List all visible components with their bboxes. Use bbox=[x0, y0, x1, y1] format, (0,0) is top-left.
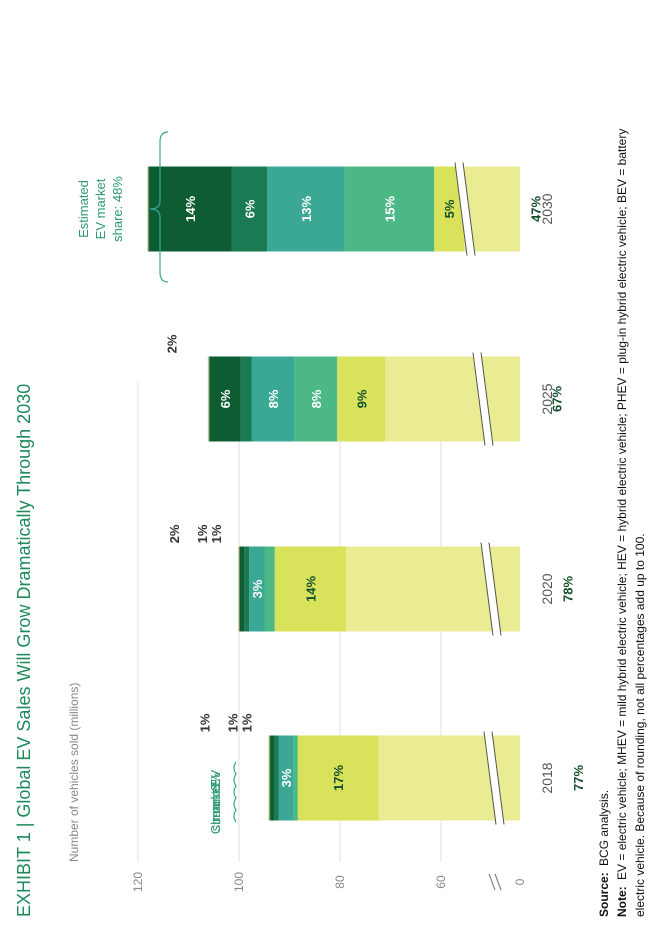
bar-break-line bbox=[454, 162, 468, 256]
segment-label-mhev-2030: 15% bbox=[382, 196, 397, 222]
bar-break-line bbox=[488, 542, 502, 636]
x-tick-label-2025: 2025 bbox=[539, 383, 555, 414]
y-tick-label: 100 bbox=[232, 872, 246, 892]
bar-segment-gasoline-2025 bbox=[385, 356, 520, 442]
bar-segment-gasoline-2020 bbox=[346, 546, 520, 632]
bar-segment-phev-2020 bbox=[244, 546, 250, 632]
bar-break-gap bbox=[481, 544, 501, 634]
segment-label-phev-2025: 2% bbox=[165, 334, 180, 353]
bar-segment-mhev-2018 bbox=[293, 735, 298, 821]
annotation-bracket-2030 bbox=[149, 131, 169, 283]
bar-segment-bev-2025 bbox=[208, 356, 241, 442]
bar-segment-diesel-2020 bbox=[274, 546, 347, 632]
axis-break-mark bbox=[488, 873, 496, 891]
segment-label-mhev-2018: 1% bbox=[197, 713, 212, 732]
segment-label-hev-2030: 13% bbox=[299, 196, 314, 222]
note-line-2: electric vehicle. Because of rounding, n… bbox=[633, 533, 647, 917]
segment-label-bev-2025: 6% bbox=[218, 389, 233, 408]
segment-label-bev-2020: 1% bbox=[209, 524, 224, 543]
bar-break-line bbox=[462, 162, 476, 256]
bar-segment-bev-2020 bbox=[239, 546, 245, 632]
segment-label-gasoline-2030: 47% bbox=[528, 196, 543, 222]
y-tick-label: 120 bbox=[131, 872, 145, 892]
annotation-text-2018-line-2: market bbox=[208, 782, 223, 822]
bar-segment-phev-2030 bbox=[231, 166, 268, 252]
bar-break-line bbox=[480, 542, 494, 636]
segment-label-bev-2018: 1% bbox=[239, 713, 254, 732]
bar-segment-phev-2025 bbox=[240, 356, 252, 442]
y-tick-label: 60 bbox=[434, 875, 448, 889]
bar-segment-hev-2030 bbox=[267, 166, 345, 252]
bar-segment-bev-2018 bbox=[269, 735, 275, 821]
bar-break-gap bbox=[484, 733, 504, 823]
y-tick-label: 0 bbox=[513, 878, 527, 885]
source-line: Source: BCG analysis. bbox=[597, 790, 611, 917]
bar-segment-mhev-2030 bbox=[344, 166, 435, 252]
segment-label-hev-2025: 8% bbox=[266, 389, 281, 408]
bar-break-line bbox=[472, 352, 486, 446]
segment-label-diesel-2025: 9% bbox=[354, 389, 369, 408]
segment-label-mhev-2020: 2% bbox=[167, 524, 182, 543]
exhibit-title: EXHIBIT 1 | Global EV Sales Will Grow Dr… bbox=[14, 384, 34, 917]
annotation-text-2030-line-3: share: 48% bbox=[110, 176, 125, 242]
note-text-1: EV = electric vehicle; MHEV = mild hybri… bbox=[615, 129, 629, 880]
segment-label-phev-2020: 1% bbox=[195, 524, 210, 543]
bar-segment-diesel-2018 bbox=[297, 735, 379, 821]
segment-label-phev-2018: 1% bbox=[225, 713, 240, 732]
annotation-text-2030-line-1: Estimated bbox=[76, 180, 91, 238]
y-axis-label: Number of vehicles sold (millions) bbox=[67, 683, 81, 862]
bar-break-gap bbox=[455, 164, 475, 254]
segment-label-hev-2018: 3% bbox=[279, 768, 294, 787]
bar-segment-hev-2025 bbox=[251, 356, 295, 442]
bar-segment-diesel-2025 bbox=[337, 356, 386, 442]
bar-top-edge bbox=[268, 735, 271, 821]
source-text: BCG analysis. bbox=[597, 790, 611, 866]
source-label: Source: bbox=[597, 872, 611, 917]
bar-segment-bev-2030 bbox=[148, 166, 232, 252]
annotation-text-2018-line-1: Current EV bbox=[208, 770, 223, 835]
bar-break-line bbox=[491, 731, 505, 825]
bar-segment-diesel-2030 bbox=[434, 166, 464, 252]
bar-break-gap bbox=[473, 354, 493, 444]
annotation-bracket-2018 bbox=[233, 761, 237, 823]
note-line-1: Note: EV = electric vehicle; MHEV = mild… bbox=[615, 129, 629, 917]
segment-label-gasoline-2018: 77% bbox=[571, 765, 586, 791]
segment-label-diesel-2018: 17% bbox=[331, 765, 346, 791]
x-tick-label-2018: 2018 bbox=[539, 762, 555, 793]
bar-segment-phev-2018 bbox=[274, 735, 279, 821]
bar-top-edge bbox=[207, 356, 210, 442]
x-tick-label-2020: 2020 bbox=[539, 573, 555, 604]
annotation-text-2018-line-3: share: 6% bbox=[208, 772, 223, 831]
segment-label-diesel-2030: 5% bbox=[442, 199, 457, 218]
note-label: Note: bbox=[615, 886, 629, 917]
x-tick-label-2030: 2030 bbox=[539, 193, 555, 224]
segment-label-bev-2030: 14% bbox=[183, 196, 198, 222]
bar-top-edge bbox=[147, 166, 150, 252]
bar-break-line bbox=[480, 352, 494, 446]
axis-break-mark bbox=[494, 873, 502, 891]
bar-segment-gasoline-2030 bbox=[463, 166, 520, 252]
segment-label-gasoline-2025: 67% bbox=[550, 386, 565, 412]
bar-segment-hev-2020 bbox=[249, 546, 265, 632]
segment-label-diesel-2020: 14% bbox=[303, 576, 318, 602]
annotation-text-2030-line-2: EV market bbox=[93, 178, 108, 239]
bar-break-line bbox=[483, 731, 497, 825]
y-tick-label: 80 bbox=[333, 875, 347, 889]
segment-label-hev-2020: 3% bbox=[250, 579, 265, 598]
segment-label-phev-2030: 6% bbox=[242, 199, 257, 218]
bar-segment-mhev-2020 bbox=[264, 546, 275, 632]
bar-top-edge bbox=[238, 546, 240, 632]
bar-segment-hev-2018 bbox=[278, 735, 294, 821]
segment-label-gasoline-2020: 78% bbox=[560, 576, 575, 602]
bar-segment-gasoline-2018 bbox=[378, 735, 520, 821]
segment-label-mhev-2025: 8% bbox=[309, 389, 324, 408]
bar-segment-mhev-2025 bbox=[294, 356, 338, 442]
